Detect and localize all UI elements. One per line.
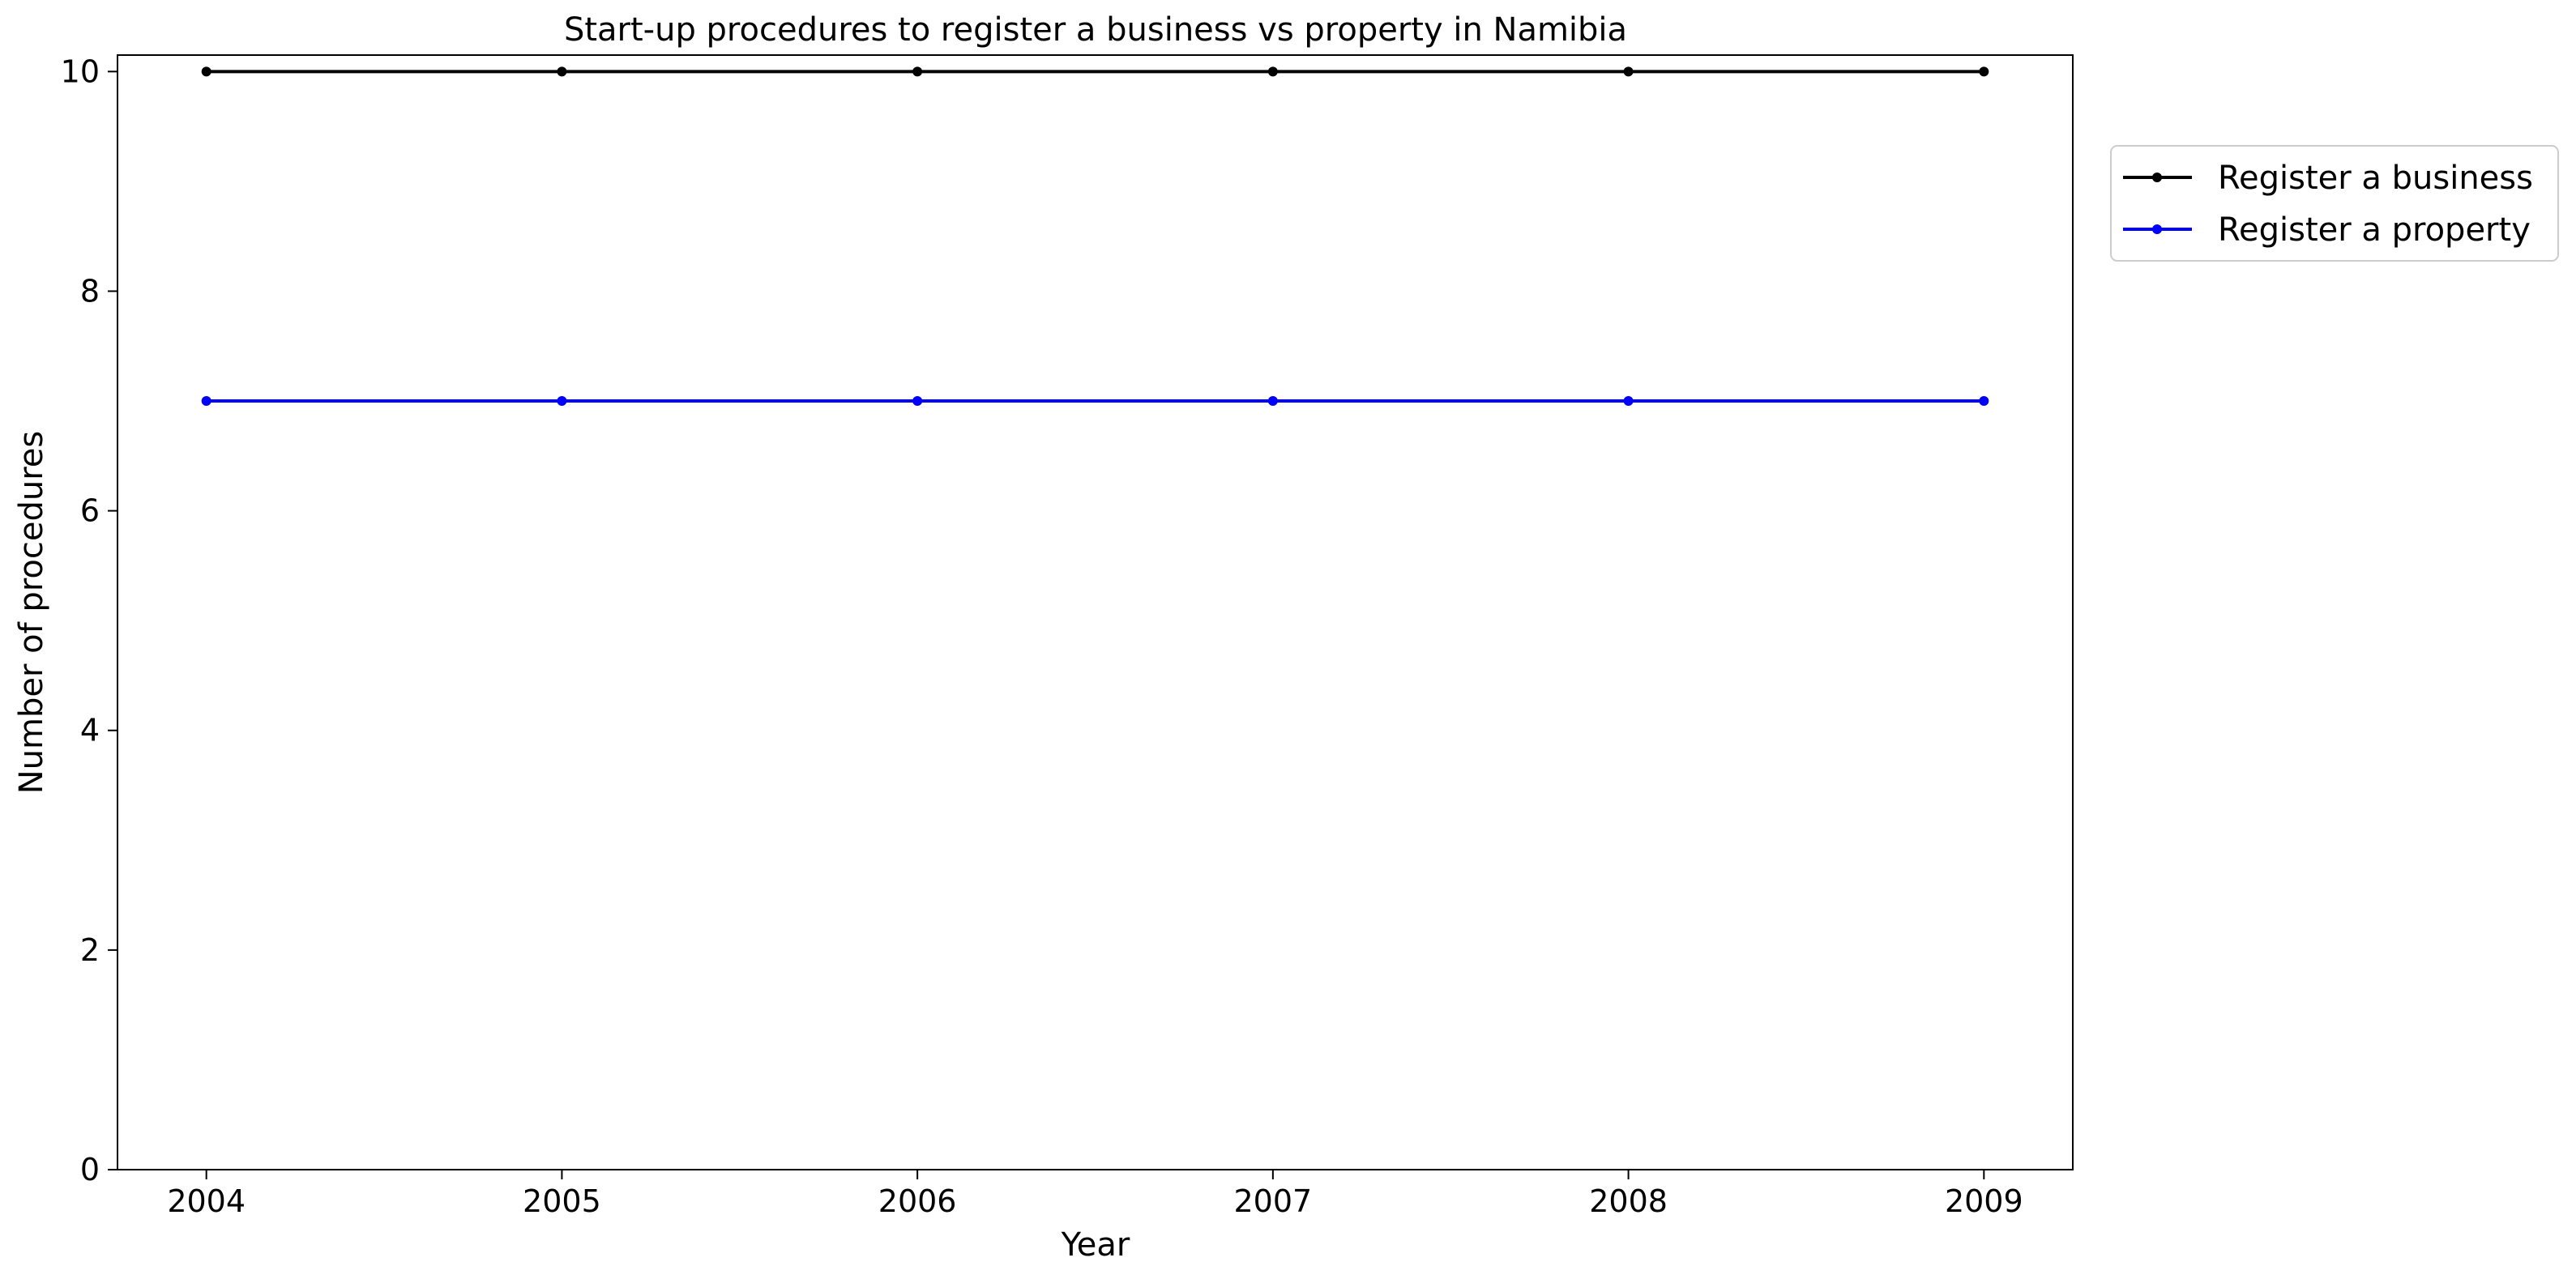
- y-tick-label: 8: [80, 273, 100, 309]
- y-tick-label: 4: [80, 713, 100, 748]
- data-point: [1623, 66, 1634, 77]
- x-tick-label: 2009: [1945, 1183, 2023, 1219]
- legend-entry: Register a property: [2123, 211, 2531, 249]
- x-tick-label: 2005: [523, 1183, 601, 1219]
- series-layer: [201, 66, 1989, 407]
- x-tick-label: 2006: [878, 1183, 957, 1219]
- data-point: [1267, 396, 1278, 407]
- plot-area: [117, 54, 2074, 1170]
- x-tick-label: 2007: [1234, 1183, 1313, 1219]
- series-1: [201, 396, 1989, 407]
- y-tick-label: 10: [61, 53, 100, 89]
- legend-entry: Register a business: [2123, 160, 2533, 197]
- series-0: [201, 66, 1989, 77]
- legend-label: Register a business: [2218, 160, 2533, 197]
- data-point: [557, 396, 567, 407]
- legend-marker: [2152, 173, 2162, 182]
- legend-label: Register a property: [2218, 211, 2531, 249]
- legend-marker: [2152, 224, 2162, 234]
- y-axis: 0 2 4 6 8 10: [61, 53, 117, 1187]
- x-axis: 2004 2005 2006 2007 2008 2009: [167, 1170, 2023, 1219]
- x-axis-title: Year: [1061, 1226, 1130, 1264]
- x-tick-label: 2004: [167, 1183, 246, 1219]
- data-point: [1623, 396, 1634, 407]
- data-point: [912, 66, 923, 77]
- chart-title: Start-up procedures to register a busine…: [564, 11, 1627, 49]
- y-axis-title: Number of procedures: [13, 431, 50, 794]
- legend-entries: Register a business Register a property: [2123, 160, 2533, 249]
- data-point: [1267, 66, 1278, 77]
- data-point: [1979, 66, 1989, 77]
- y-tick-label: 0: [80, 1152, 100, 1187]
- data-point: [201, 396, 211, 407]
- legend: Register a business Register a property: [2110, 145, 2559, 262]
- x-tick-label: 2008: [1589, 1183, 1668, 1219]
- data-point: [201, 66, 211, 77]
- legend-box: [2110, 145, 2559, 262]
- data-point: [912, 396, 923, 407]
- data-point: [1979, 396, 1989, 407]
- y-tick-label: 2: [80, 932, 100, 968]
- y-tick-label: 6: [80, 493, 100, 529]
- data-point: [557, 66, 567, 77]
